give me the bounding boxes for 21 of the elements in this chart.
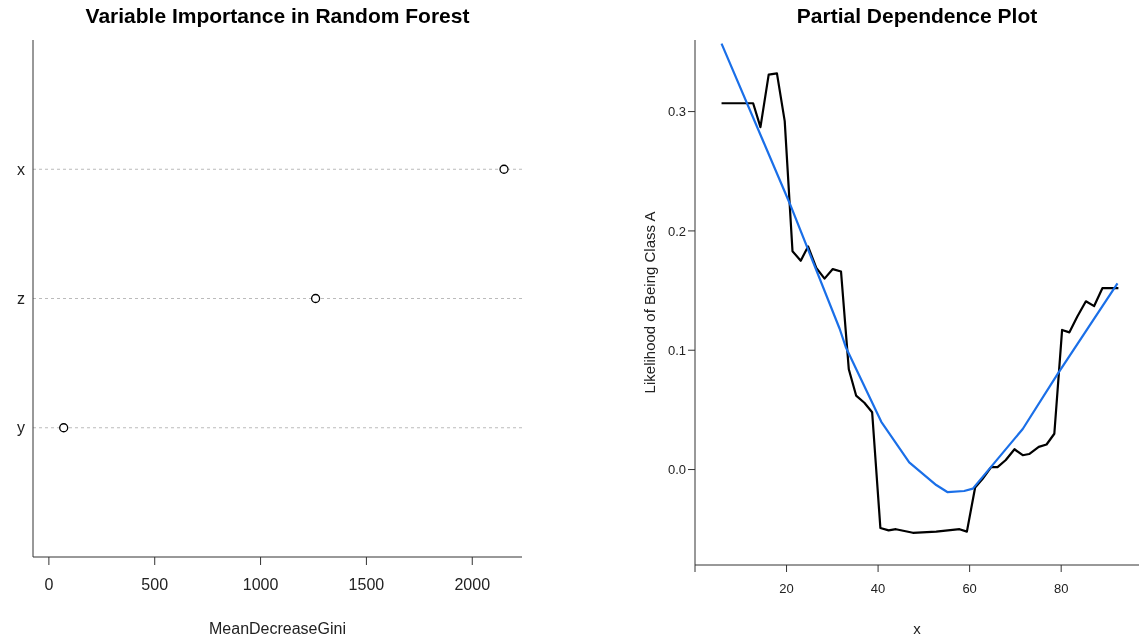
x-tick-label: 0 [44,576,54,594]
y-tick-label: y [17,419,25,437]
y-tick-label: z [17,290,25,308]
x-tick-label: 1500 [348,576,385,594]
y-tick-label: 0.1 [667,342,686,358]
chart-title: Partial Dependence Plot [795,4,1039,28]
x-tick-label: 80 [1053,581,1069,597]
x-axis-title: x [913,620,922,637]
x-tick-label: 20 [779,581,794,597]
x-tick-label: 1000 [242,576,279,594]
x-tick-label: 60 [962,581,977,597]
chart-title: Variable Importance in Random Forest [84,4,471,28]
x-tick-label: 2000 [454,576,491,594]
y-tick-label: x [17,160,25,178]
x-axis-title: MeanDecreaseGini [209,620,346,637]
y-tick-label: 0.3 [667,104,686,120]
x-tick-label: 500 [141,576,169,594]
y-axis-title: Likelihood of Being Class A [641,211,659,394]
x-tick-label: 40 [870,581,886,597]
y-tick-label: 0.0 [667,462,686,478]
y-tick-label: 0.2 [667,223,686,239]
